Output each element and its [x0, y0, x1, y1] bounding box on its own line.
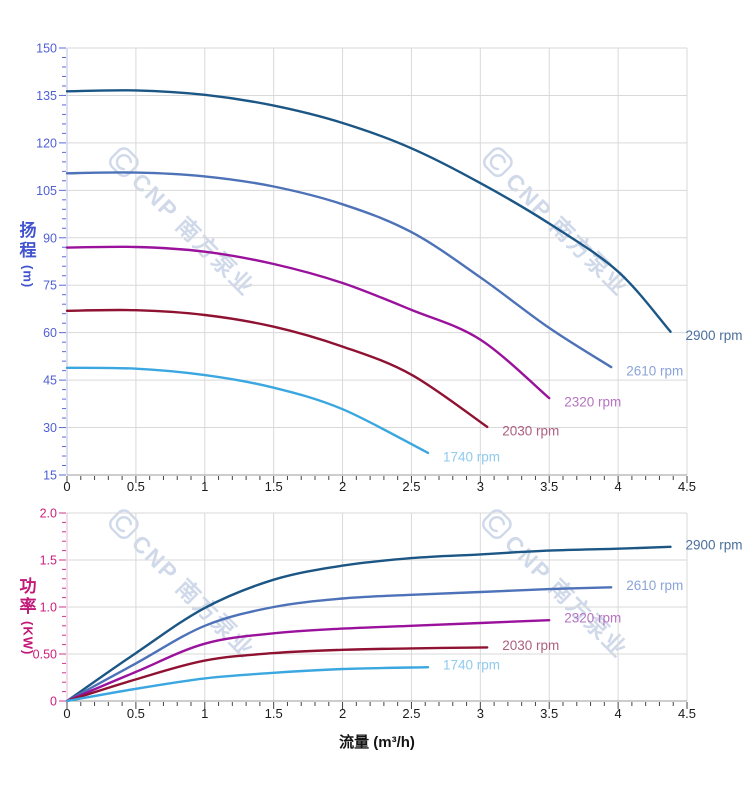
head-axis-title-unit: (m)	[20, 265, 36, 289]
svg-text:135: 135	[36, 89, 57, 103]
head-gridlines	[67, 47, 688, 475]
svg-text:3.5: 3.5	[540, 479, 558, 494]
svg-text:90: 90	[43, 231, 57, 245]
svg-text:150: 150	[36, 42, 57, 56]
curve-1740-rpm	[65, 366, 430, 455]
svg-text:120: 120	[36, 136, 57, 150]
svg-text:15: 15	[43, 469, 57, 483]
svg-text:4: 4	[614, 479, 621, 494]
power-axis-title-text: 功率	[19, 577, 37, 616]
svg-text:105: 105	[36, 184, 57, 198]
svg-text:30: 30	[43, 421, 57, 435]
curve-label-2900-rpm: 2900 rpm	[685, 537, 742, 552]
svg-text:1: 1	[201, 479, 208, 494]
svg-text:2: 2	[339, 479, 346, 494]
svg-text:4.5: 4.5	[678, 706, 696, 721]
svg-text:45: 45	[43, 374, 57, 388]
curve-2610-rpm	[65, 171, 613, 369]
curve-2900-rpm	[65, 89, 672, 333]
curve-label-2610-rpm: 2610 rpm	[626, 364, 683, 379]
svg-text:75: 75	[43, 279, 57, 293]
svg-text:1: 1	[201, 706, 208, 721]
svg-text:1.0: 1.0	[40, 601, 57, 615]
flow-axis-title: 流量 (m³/h)	[339, 734, 415, 751]
curve-2030-rpm	[65, 646, 489, 703]
svg-text:4: 4	[614, 706, 621, 721]
curve-label-2610-rpm: 2610 rpm	[626, 578, 683, 593]
head-ticks	[59, 47, 688, 483]
power-ticks	[59, 512, 688, 709]
svg-text:1.5: 1.5	[265, 706, 283, 721]
svg-text:2.5: 2.5	[402, 706, 420, 721]
svg-text:2.0: 2.0	[40, 507, 57, 521]
head-curves	[65, 89, 672, 455]
curve-2320-rpm	[65, 619, 551, 703]
curve-label-1740-rpm: 1740 rpm	[443, 658, 500, 673]
curve-1740-rpm	[65, 666, 430, 703]
power-axes	[66, 513, 687, 702]
head-chart: 15 30 45 60 75 90 105 120 135 150 0 0.5 1 1.5 2 2.5 3 3.5…	[36, 42, 742, 495]
svg-text:2: 2	[339, 706, 346, 721]
curve-label-2030-rpm: 2030 rpm	[502, 638, 559, 653]
curve-2030-rpm	[65, 308, 489, 429]
curve-2610-rpm	[65, 586, 613, 703]
head-axes	[66, 48, 687, 476]
svg-text:1.5: 1.5	[265, 479, 283, 494]
svg-text:0.5: 0.5	[127, 706, 145, 721]
svg-text:4.5: 4.5	[678, 479, 696, 494]
power-curves	[65, 545, 672, 703]
curve-label-2320-rpm: 2320 rpm	[564, 395, 621, 410]
curve-label-2320-rpm: 2320 rpm	[564, 611, 621, 626]
curve-2320-rpm	[65, 245, 551, 400]
svg-text:0: 0	[50, 695, 57, 709]
svg-text:3: 3	[477, 706, 484, 721]
svg-text:3.5: 3.5	[540, 706, 558, 721]
svg-text:0.5: 0.5	[127, 479, 145, 494]
svg-text:1.5: 1.5	[40, 554, 57, 568]
svg-text:60: 60	[43, 326, 57, 340]
svg-text:0.50: 0.50	[33, 648, 57, 662]
power-axis-title: 功率 (KW)	[13, 577, 43, 655]
power-axis-title-unit: (KW)	[20, 621, 36, 656]
svg-text:0: 0	[63, 479, 70, 494]
curve-label-1740-rpm: 1740 rpm	[443, 449, 500, 464]
curve-2900-rpm	[65, 545, 672, 703]
svg-text:0: 0	[63, 706, 70, 721]
curve-label-2030-rpm: 2030 rpm	[502, 423, 559, 438]
power-chart: 0 0.50 1.0 1.5 2.0 0 0.5 1 1.5 2 2.5 3 3.5 4 4.5 2900 r…	[33, 507, 743, 722]
power-tick-labels: 0 0.50 1.0 1.5 2.0 0 0.5 1 1.5 2 2.5 3 3.5 4 4.5	[33, 507, 696, 722]
power-gridlines	[67, 512, 688, 701]
head-axis-title: 扬程 (m)	[13, 221, 43, 288]
svg-text:2.5: 2.5	[402, 479, 420, 494]
curve-label-2900-rpm: 2900 rpm	[685, 328, 742, 343]
head-axis-title-text: 扬程	[19, 221, 37, 260]
svg-text:3: 3	[477, 479, 484, 494]
head-tick-labels: 15 30 45 60 75 90 105 120 135 150 0 0.5 1 1.5 2 2.5 3 3.5…	[36, 42, 696, 495]
